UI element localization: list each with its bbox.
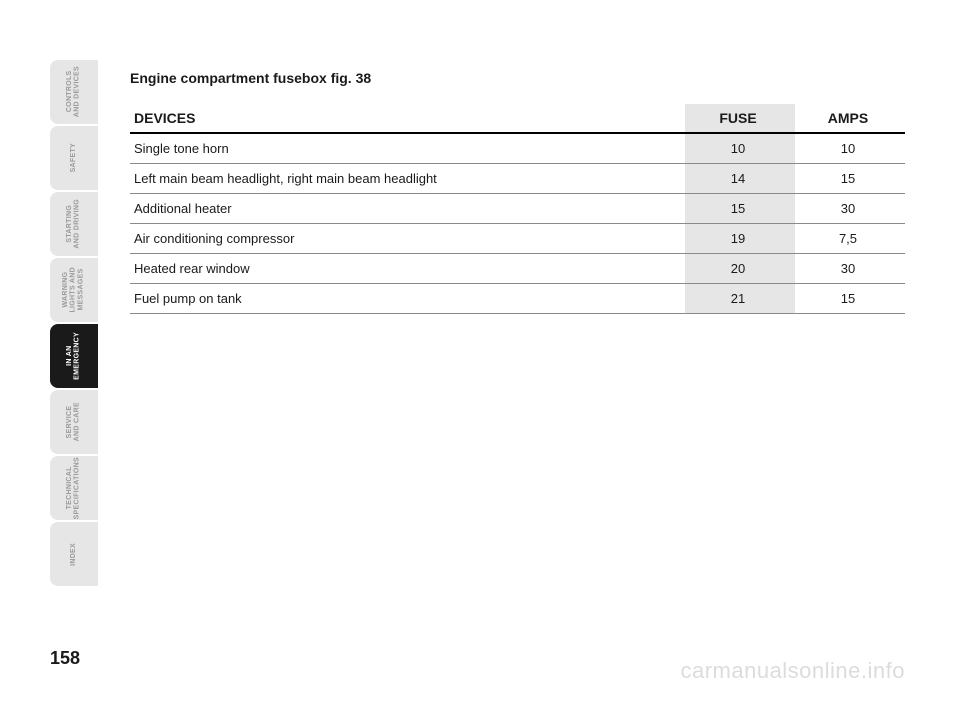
cell-fuse: 10	[685, 133, 795, 164]
table-row: Additional heater 15 30	[130, 194, 905, 224]
tab-index[interactable]: INDEX	[50, 522, 98, 586]
cell-devices: Heated rear window	[130, 254, 685, 284]
table-row: Fuel pump on tank 21 15	[130, 284, 905, 314]
tab-label: WARNING LIGHTS AND MESSAGES	[62, 267, 85, 313]
col-header-amps: AMPS	[795, 104, 905, 133]
cell-amps: 15	[795, 164, 905, 194]
tab-label: IN AN EMERGENCY	[66, 332, 81, 380]
watermark: carmanualsonline.info	[680, 658, 905, 684]
cell-fuse: 20	[685, 254, 795, 284]
tab-starting-and-driving[interactable]: STARTING AND DRIVING	[50, 192, 98, 256]
tab-in-an-emergency[interactable]: IN AN EMERGENCY	[50, 324, 98, 388]
fusebox-table: DEVICES FUSE AMPS Single tone horn 10 10…	[130, 104, 905, 314]
cell-devices: Air conditioning compressor	[130, 224, 685, 254]
tab-label: SAFETY	[70, 143, 78, 172]
tab-label: SERVICE AND CARE	[66, 402, 81, 441]
cell-fuse: 19	[685, 224, 795, 254]
page-content: Engine compartment fusebox fig. 38 DEVIC…	[130, 70, 905, 314]
tab-safety[interactable]: SAFETY	[50, 126, 98, 190]
section-heading: Engine compartment fusebox fig. 38	[130, 70, 905, 86]
tab-controls-and-devices[interactable]: CONTROLS AND DEVICES	[50, 60, 98, 124]
tab-technical-specifications[interactable]: TECHNICAL SPECIFICATIONS	[50, 456, 98, 520]
cell-fuse: 15	[685, 194, 795, 224]
cell-devices: Fuel pump on tank	[130, 284, 685, 314]
col-header-fuse: FUSE	[685, 104, 795, 133]
tab-service-and-care[interactable]: SERVICE AND CARE	[50, 390, 98, 454]
manual-page: CONTROLS AND DEVICES SAFETY STARTING AND…	[0, 0, 960, 709]
tab-label: STARTING AND DRIVING	[66, 199, 81, 249]
tab-label: TECHNICAL SPECIFICATIONS	[66, 457, 81, 519]
cell-fuse: 14	[685, 164, 795, 194]
table-row: Left main beam headlight, right main bea…	[130, 164, 905, 194]
cell-devices: Additional heater	[130, 194, 685, 224]
cell-amps: 30	[795, 254, 905, 284]
cell-amps: 30	[795, 194, 905, 224]
page-number: 158	[50, 648, 80, 669]
col-header-devices: DEVICES	[130, 104, 685, 133]
tab-label: CONTROLS AND DEVICES	[66, 66, 81, 117]
cell-amps: 15	[795, 284, 905, 314]
cell-amps: 7,5	[795, 224, 905, 254]
table-header-row: DEVICES FUSE AMPS	[130, 104, 905, 133]
table-row: Single tone horn 10 10	[130, 133, 905, 164]
cell-devices: Single tone horn	[130, 133, 685, 164]
tab-label: INDEX	[70, 543, 78, 566]
table-row: Heated rear window 20 30	[130, 254, 905, 284]
tab-warning-lights-and-messages[interactable]: WARNING LIGHTS AND MESSAGES	[50, 258, 98, 322]
cell-devices: Left main beam headlight, right main bea…	[130, 164, 685, 194]
section-tabs: CONTROLS AND DEVICES SAFETY STARTING AND…	[50, 60, 98, 586]
cell-amps: 10	[795, 133, 905, 164]
cell-fuse: 21	[685, 284, 795, 314]
table-row: Air conditioning compressor 19 7,5	[130, 224, 905, 254]
